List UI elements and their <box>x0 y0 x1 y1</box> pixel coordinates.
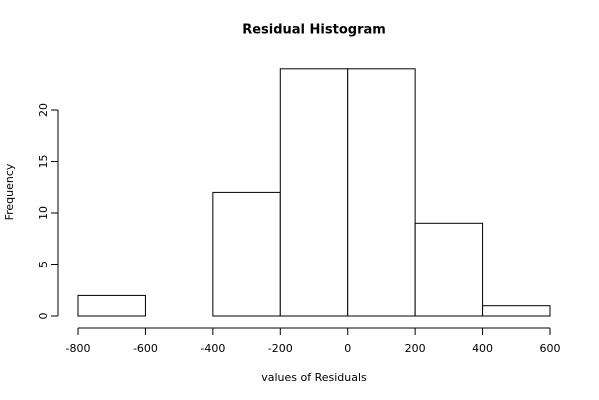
bar <box>279 68 349 317</box>
bar <box>347 68 416 317</box>
y-tick-label: 20 <box>37 103 50 117</box>
x-tick-label: -600 <box>133 342 158 355</box>
y-tick-label: 5 <box>37 261 50 268</box>
bar <box>414 222 484 317</box>
y-axis-label: Frequency <box>3 163 16 220</box>
bar <box>482 305 551 317</box>
x-tick-label: -400 <box>200 342 225 355</box>
x-axis-label: values of Residuals <box>261 371 367 384</box>
y-tick-label: 15 <box>37 155 50 169</box>
bar <box>212 191 281 317</box>
x-tick-label: 200 <box>405 342 426 355</box>
x-tick-label: -200 <box>268 342 293 355</box>
bar <box>77 294 146 317</box>
x-tick-label: -800 <box>66 342 91 355</box>
y-tick-label: 0 <box>37 313 50 320</box>
y-tick-label: 10 <box>37 206 50 220</box>
x-tick-label: 600 <box>540 342 561 355</box>
x-tick-label: 0 <box>344 342 351 355</box>
x-tick-label: 400 <box>472 342 493 355</box>
chart-title: Residual Histogram <box>242 23 386 38</box>
